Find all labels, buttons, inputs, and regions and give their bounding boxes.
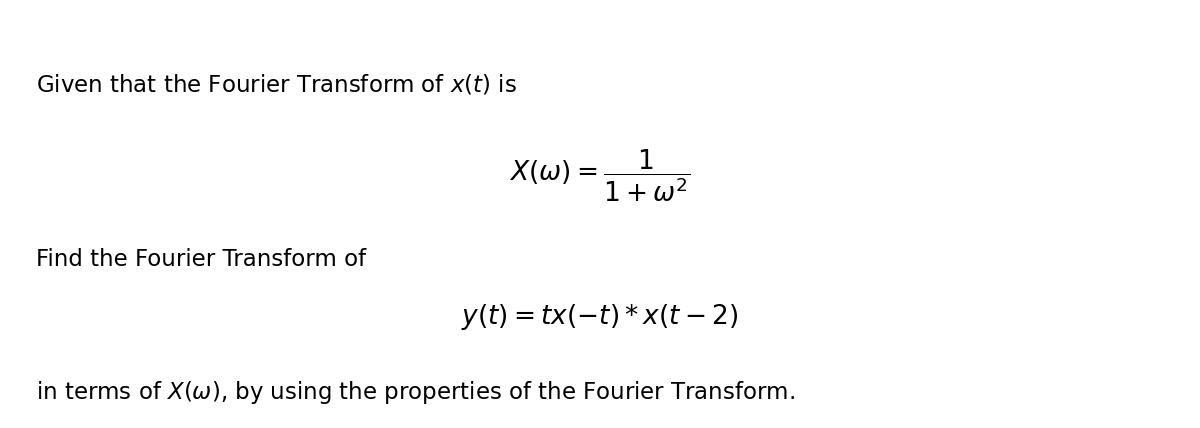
Text: Find the Fourier Transform of: Find the Fourier Transform of xyxy=(36,248,366,271)
Text: $X(\omega) = \dfrac{1}{1 + \omega^2}$: $X(\omega) = \dfrac{1}{1 + \omega^2}$ xyxy=(509,147,691,204)
Text: $y(t) = tx(-t) * x(t - 2)$: $y(t) = tx(-t) * x(t - 2)$ xyxy=(461,302,739,332)
Text: Given that the Fourier Transform of $x(t)$ is: Given that the Fourier Transform of $x(t… xyxy=(36,73,517,97)
Text: in terms of $X(\omega)$, by using the properties of the Fourier Transform.: in terms of $X(\omega)$, by using the pr… xyxy=(36,379,796,406)
